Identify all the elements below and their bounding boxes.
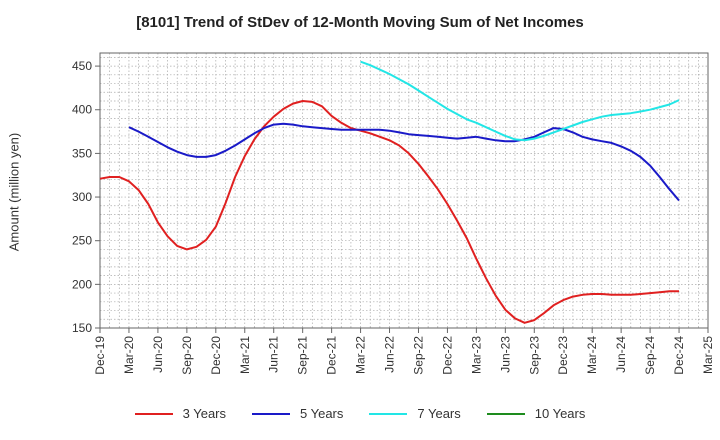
x-tick-label: Jun-22 — [383, 336, 397, 373]
chart-title: [8101] Trend of StDev of 12-Month Moving… — [136, 14, 584, 31]
y-tick-label: 250 — [72, 234, 92, 248]
x-tick-label: Jun-23 — [498, 336, 512, 373]
legend-swatch — [134, 412, 173, 415]
series-line-3-years — [99, 100, 679, 324]
legend-item: 7 Years — [369, 406, 461, 421]
x-tick-label: Mar-22 — [354, 336, 368, 374]
x-tick-label: Jun-20 — [151, 336, 165, 373]
legend-swatch — [369, 412, 408, 415]
plot-frame — [99, 52, 709, 329]
y-axis-label: Amount (million yen) — [6, 132, 22, 252]
x-tick-label: Dec-21 — [325, 336, 339, 375]
x-tick-label: Dec-23 — [556, 336, 570, 375]
x-tick-label: Sep-24 — [643, 336, 657, 375]
legend-swatch — [252, 412, 290, 415]
y-tick-label: 200 — [72, 277, 92, 291]
series-line-7-years — [360, 60, 680, 142]
x-tick-label: Mar-24 — [585, 336, 599, 374]
y-tick-label: 150 — [72, 321, 92, 335]
x-tick-label: Sep-20 — [180, 336, 194, 375]
plot-area — [100, 53, 708, 328]
y-tick-label: 350 — [72, 146, 92, 160]
legend-item: 3 Years — [134, 406, 226, 421]
series-line-5-years — [128, 122, 680, 202]
x-tick-label: Dec-24 — [672, 336, 686, 375]
x-tick-label: Mar-21 — [238, 336, 252, 374]
x-tick-label: Jun-24 — [614, 336, 628, 373]
x-tick-label: Sep-22 — [411, 336, 425, 375]
x-tick-label: Dec-22 — [440, 336, 454, 375]
legend: 3 Years 5 Years 7 Years 10 Years — [0, 406, 720, 421]
legend-label: 3 Years — [182, 406, 226, 421]
x-tick-label: Sep-21 — [296, 336, 310, 375]
y-tick-label: 450 — [72, 59, 92, 73]
x-tick-label: Dec-19 — [93, 336, 107, 375]
legend-label: 10 Years — [534, 406, 586, 421]
legend-label: 5 Years — [300, 406, 344, 421]
legend-item: 5 Years — [252, 406, 343, 421]
x-tick-label: Sep-23 — [527, 336, 541, 375]
x-tick-label: Mar-25 — [701, 336, 715, 374]
x-tick-label: Mar-23 — [469, 336, 483, 374]
legend-label: 7 Years — [417, 406, 461, 421]
legend-item: 10 Years — [486, 406, 586, 421]
y-tick-label: 400 — [72, 103, 92, 117]
x-tick-label: Mar-20 — [122, 336, 136, 374]
y-tick-label: 300 — [72, 190, 92, 204]
x-tick-label: Jun-21 — [267, 336, 281, 373]
x-tick-label: Dec-20 — [209, 336, 223, 375]
legend-swatch — [486, 412, 525, 415]
